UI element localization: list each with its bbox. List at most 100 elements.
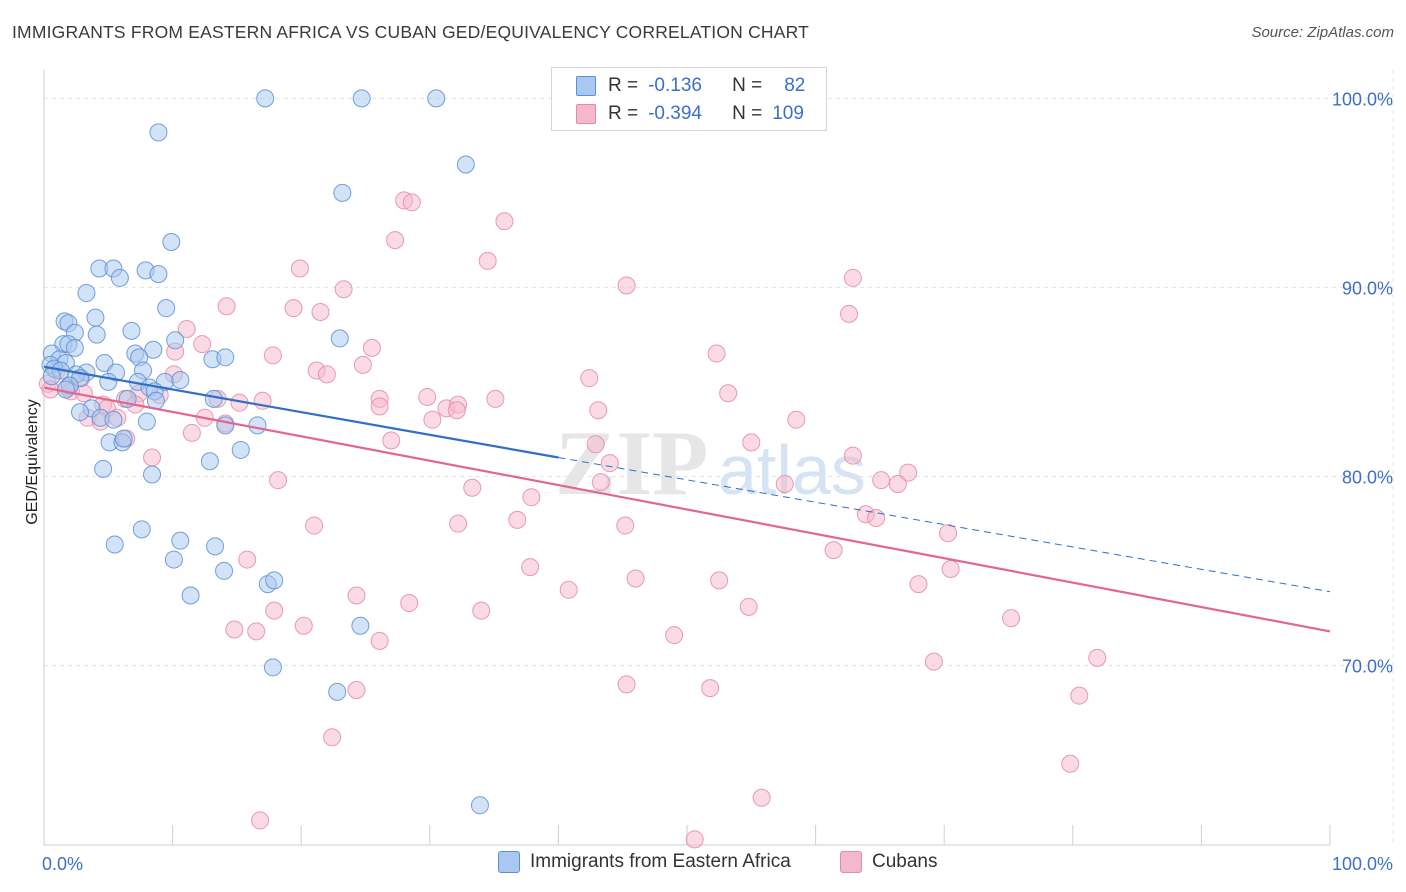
data-point-eastern-africa [456,155,475,174]
data-point-cubans [370,631,389,650]
data-point-cubans [685,830,704,849]
data-point-eastern-africa [71,403,90,422]
data-point-cubans [941,560,960,579]
data-point-eastern-africa [200,452,219,471]
bottom-legend-eastern-africa: Immigrants from Eastern Africa [498,851,791,873]
data-point-cubans [1070,686,1089,705]
data-point-eastern-africa [149,265,168,284]
trend-line-cubans [43,386,1331,633]
data-point-cubans [370,397,389,416]
data-point-cubans [559,580,578,599]
bottom-legend-label: Immigrants from Eastern Africa [530,851,791,872]
data-point-cubans [247,622,266,641]
trend-line-eastern-africa-extrapolated [558,457,1331,593]
data-point-cubans [447,401,466,420]
data-point-eastern-africa [216,416,235,435]
data-point-cubans [294,616,313,635]
data-point-eastern-africa [206,537,225,556]
data-point-eastern-africa [104,410,123,429]
data-point-cubans [707,344,726,363]
data-point-cubans [472,601,491,620]
data-point-eastern-africa [86,308,105,327]
data-point-eastern-africa [171,371,190,389]
data-point-cubans [591,473,610,492]
legend-n-value: 82 [784,75,806,96]
legend-r-value: -0.394 [648,103,702,124]
data-point-cubans [521,558,540,577]
data-point-eastern-africa [94,459,113,478]
bottom-legend-label: Cubans [872,851,938,872]
data-point-eastern-africa [330,329,349,348]
data-point-cubans [290,259,309,278]
data-point-eastern-africa [164,550,183,569]
data-point-eastern-africa [216,348,235,367]
data-point-cubans [284,299,303,318]
data-point-cubans [217,297,236,316]
data-point-cubans [347,586,366,605]
data-point-eastern-africa [105,535,124,554]
legend-swatch-pink [576,104,596,124]
data-point-eastern-africa [248,416,267,435]
data-point-cubans [824,541,843,560]
data-point-eastern-africa [166,331,185,350]
data-point-eastern-africa [263,658,282,677]
y-tick-label: 80.0% [1342,467,1393,487]
watermark-zip: ZIP [555,412,708,514]
series-eastern-africa [41,89,489,815]
bottom-legend-swatch-blue [498,851,520,873]
data-point-cubans [899,463,918,482]
data-point-eastern-africa [215,561,234,580]
data-point-cubans [478,251,497,270]
data-point-cubans [463,478,482,497]
x-tick-label: 0.0% [42,854,83,874]
data-point-cubans [742,433,761,452]
trend-lines [43,365,1331,633]
legend-n-value: 109 [772,103,804,124]
data-point-cubans [616,516,635,535]
data-point-eastern-africa [99,372,118,391]
data-point-cubans [752,788,771,807]
data-point-eastern-africa [137,412,156,431]
data-point-eastern-africa [162,233,181,252]
data-point-cubans [586,435,605,454]
y-axis-label: GED/Equivalency [24,399,41,524]
data-point-cubans [347,681,366,699]
data-point-cubans [739,597,758,616]
data-point-cubans [193,335,212,354]
data-point-eastern-africa [149,123,168,142]
y-tick-label: 70.0% [1342,656,1393,676]
data-point-cubans [600,454,619,473]
data-point-eastern-africa [132,520,151,539]
data-point-eastern-africa [65,338,84,357]
trend-line-eastern-africa [43,365,559,459]
data-point-cubans [182,423,201,442]
legend-r-value: -0.136 [648,75,702,96]
legend-row-pink: R = -0.394 N = 109 [552,101,804,127]
data-point-cubans [843,446,862,465]
data-point-cubans [486,389,505,408]
data-point-cubans [305,516,324,535]
legend-n-label: N = [732,75,763,96]
data-point-cubans [701,679,720,698]
data-point-eastern-africa [328,682,347,701]
data-point-cubans [238,550,257,569]
data-point-eastern-africa [157,299,176,318]
data-point-cubans [1061,754,1080,773]
data-point-cubans [400,594,419,613]
data-point-cubans [589,401,608,420]
data-point-cubans [263,346,282,365]
data-point-cubans [402,193,421,212]
data-point-cubans [617,675,636,694]
source-label: Source: ZipAtlas.com [1251,24,1394,41]
axes [43,70,1331,846]
bottom-legend-cubans: Cubans [840,851,938,873]
data-point-eastern-africa [265,571,284,590]
data-point-cubans [362,338,381,357]
data-point-cubans [775,474,794,493]
data-point-eastern-africa [427,89,446,108]
data-point-eastern-africa [77,284,96,303]
data-point-eastern-africa [231,440,250,459]
data-point-cubans [386,231,405,250]
data-point-eastern-africa [181,586,200,605]
data-point-eastern-africa [144,340,163,359]
